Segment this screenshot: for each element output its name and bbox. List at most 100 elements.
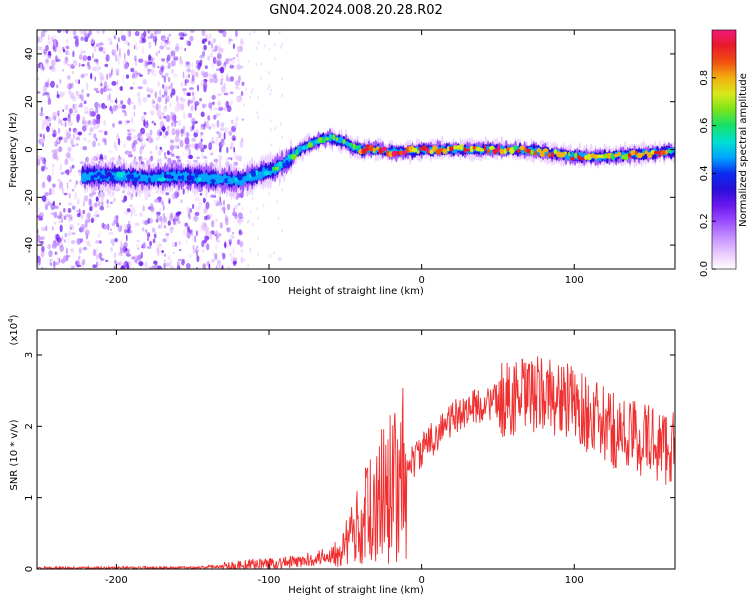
noise-dot	[83, 200, 85, 207]
ridge-core	[131, 173, 134, 181]
noise-dot	[205, 201, 210, 210]
noise-dot	[207, 260, 210, 265]
noise-dot	[84, 229, 90, 236]
noise-dot	[116, 222, 120, 228]
noise-dot	[78, 63, 81, 68]
noise-dot	[71, 164, 75, 169]
noise-dot	[172, 251, 175, 255]
noise-dot	[134, 30, 140, 37]
noise-dot	[189, 30, 195, 33]
noise-dot	[222, 253, 226, 260]
noise-dot	[211, 136, 215, 145]
ridge-core	[321, 138, 327, 144]
noise-dot	[232, 56, 235, 60]
noise-dot	[169, 259, 172, 267]
noise-dot	[59, 211, 62, 217]
noise-dot	[202, 156, 208, 159]
noise-dot	[158, 223, 163, 229]
ridge-core	[577, 154, 581, 160]
noise-dot	[199, 54, 205, 59]
noise-dot	[230, 157, 233, 161]
noise-dot	[163, 115, 167, 119]
noise-dot	[105, 85, 109, 88]
noise-dot	[196, 206, 201, 211]
noise-dot	[86, 93, 90, 97]
noise-dot	[74, 130, 78, 136]
noise-dot	[44, 266, 48, 269]
noise-dot	[37, 149, 40, 154]
noise-dot	[129, 204, 134, 208]
noise-dot	[80, 73, 85, 79]
noise-dot	[207, 55, 210, 61]
noise-dot	[71, 188, 75, 192]
noise-dot	[126, 191, 132, 196]
noise-dot	[60, 217, 64, 224]
noise-dot	[228, 239, 232, 242]
noise-dot	[180, 199, 183, 204]
noise-dot	[208, 231, 213, 238]
noise-dot	[85, 240, 91, 246]
ridge-core	[354, 145, 361, 150]
ridge-core	[446, 146, 450, 152]
noise-dot	[83, 30, 87, 35]
noise-dot	[166, 54, 171, 62]
noise-dot	[159, 120, 165, 128]
noise-dot	[199, 132, 203, 140]
ridge-core	[542, 148, 549, 153]
noise-dot	[52, 183, 56, 188]
noise-dot	[58, 220, 61, 223]
noise-dot	[126, 266, 130, 269]
noise-dot	[54, 262, 60, 265]
noise-dot	[190, 69, 195, 77]
noise-dot	[239, 241, 243, 248]
ridge-core	[636, 152, 643, 159]
colorbar-frame	[711, 29, 737, 270]
noise-dot	[90, 217, 94, 224]
noise-dot	[158, 196, 162, 203]
noise-dot	[60, 118, 63, 125]
noise-dot	[132, 135, 138, 139]
noise-dot	[219, 222, 223, 229]
noise-dot	[203, 144, 207, 149]
noise-dot	[66, 75, 71, 80]
noise-dot	[218, 30, 224, 34]
noise-dot	[192, 235, 197, 242]
noise-dot	[200, 138, 203, 143]
noise-dot	[186, 147, 191, 153]
noise-dot	[192, 245, 195, 250]
noise-dot	[41, 181, 46, 189]
noise-dot	[214, 243, 218, 250]
noise-dot	[98, 129, 104, 133]
noise-dot	[76, 264, 82, 268]
noise-dot	[200, 153, 205, 158]
noise-dot	[169, 139, 175, 144]
noise-dot	[95, 137, 98, 142]
noise-dot	[178, 156, 182, 161]
noise-dot	[143, 157, 148, 161]
ridge-core	[126, 174, 133, 180]
noise-dot	[118, 53, 121, 57]
noise-dot	[226, 105, 232, 113]
noise-dot	[63, 215, 67, 220]
noise-dot	[146, 120, 149, 126]
noise-dot	[148, 88, 154, 94]
noise-dot	[225, 76, 229, 82]
noise-dot	[218, 93, 222, 96]
noise-dot	[153, 122, 157, 126]
noise-dot	[78, 169, 82, 177]
noise-dot	[180, 128, 184, 134]
noise-dot	[199, 98, 203, 102]
noise-dot	[229, 64, 235, 69]
noise-dot	[75, 143, 79, 146]
noise-dot	[149, 137, 154, 144]
noise-dot	[227, 77, 231, 83]
ridge-core	[516, 149, 521, 153]
noise-dot	[67, 146, 72, 152]
noise-dot	[184, 222, 188, 227]
noise-dot	[118, 251, 124, 257]
noise-dot	[242, 41, 245, 45]
ridge-core	[271, 166, 276, 172]
noise-dot	[187, 99, 190, 107]
noise-dot	[118, 120, 123, 125]
